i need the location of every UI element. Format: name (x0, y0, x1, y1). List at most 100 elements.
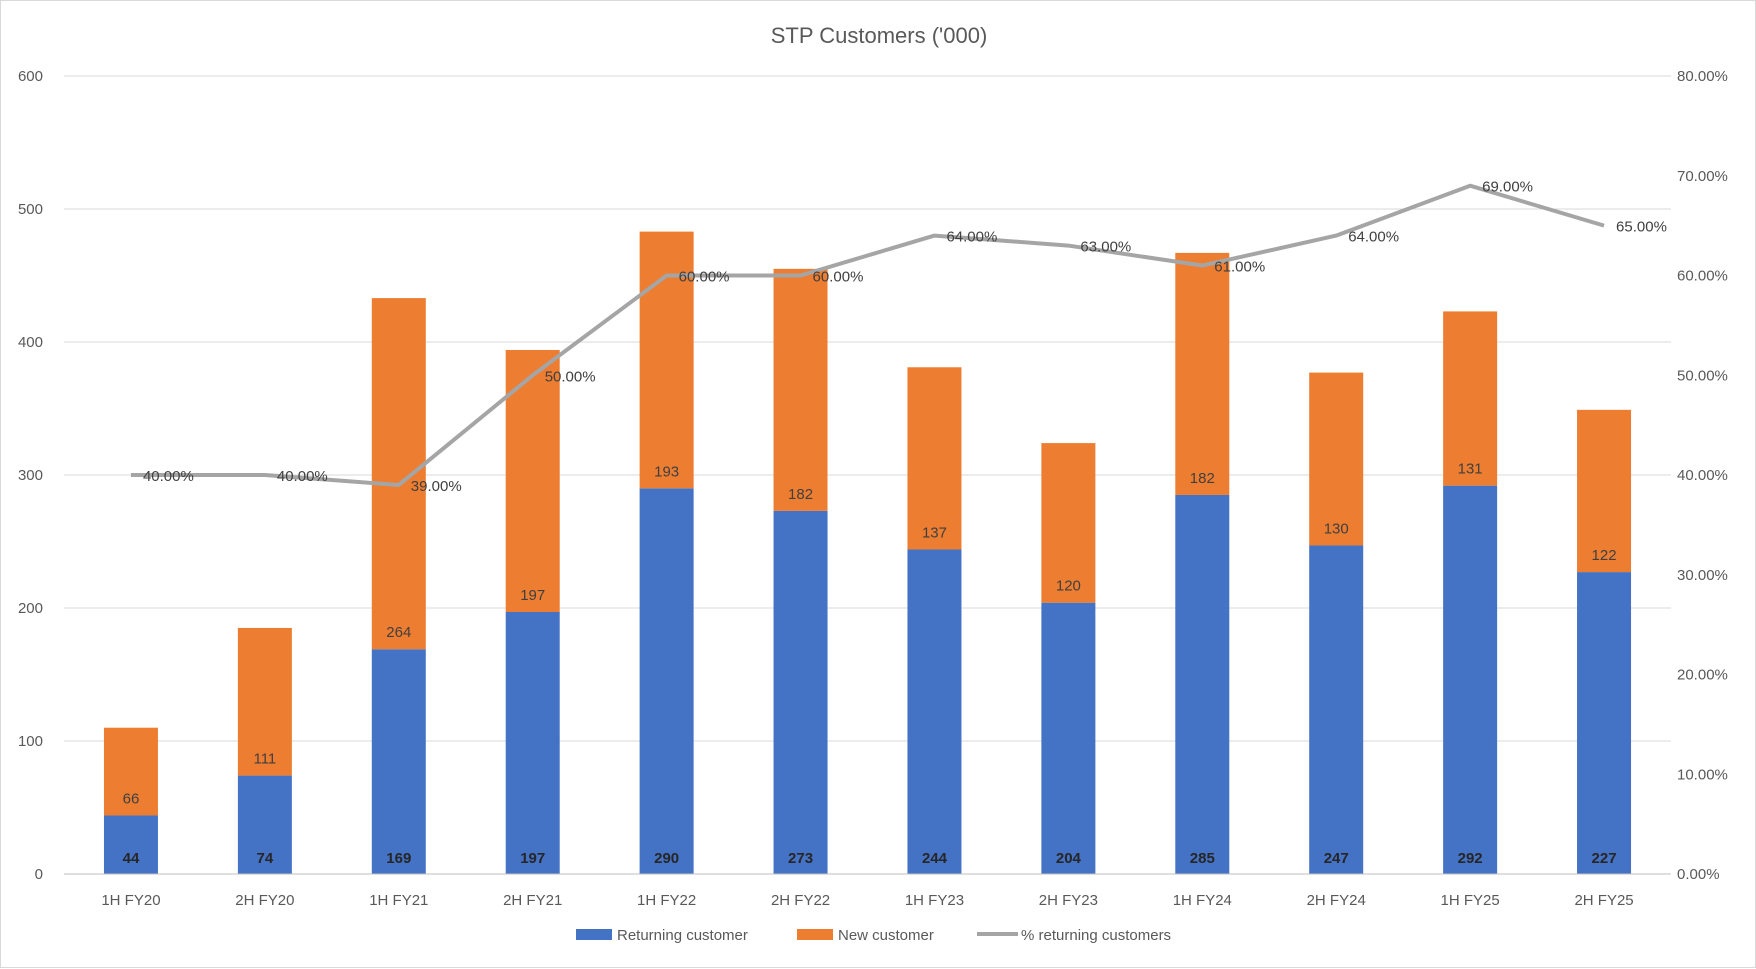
bar-returning-10[interactable] (1443, 485, 1498, 874)
right-axis-tick-label: 40.00% (1677, 467, 1728, 484)
left-axis-tick-label: 600 (18, 68, 43, 85)
data-label-returning-8: 285 (1190, 850, 1215, 867)
x-axis-tick-label: 1H FY23 (905, 892, 964, 909)
bar-returning-7[interactable] (1041, 602, 1096, 874)
data-label-new-5: 182 (788, 486, 813, 503)
data-label-new-2: 264 (386, 624, 411, 641)
bar-returning-4[interactable] (639, 488, 694, 874)
chart-title: STP Customers ('000) (771, 23, 988, 48)
bar-new-0[interactable] (103, 727, 158, 816)
right-axis-tick-label: 70.00% (1677, 168, 1728, 185)
bar-returning-9[interactable] (1309, 545, 1364, 874)
right-axis: 0.00% 10.00% 20.00% 30.00% 40.00% 50.00% 60.00… (1677, 68, 1728, 883)
bar-returning-2[interactable] (371, 649, 426, 874)
data-label-returning-6: 244 (922, 850, 948, 867)
data-label-new-7: 120 (1056, 578, 1081, 595)
left-axis: 0 100 200 300 400 500 600 (18, 68, 43, 883)
data-label-percent-1: 40.00% (277, 468, 328, 485)
data-label-percent-11: 65.00% (1616, 219, 1667, 236)
x-axis-tick-label: 2H FY20 (235, 892, 294, 909)
data-label-new-4: 193 (654, 463, 679, 480)
bar-new-1[interactable] (237, 627, 292, 776)
data-label-percent-10: 69.00% (1482, 179, 1533, 196)
legend-label-percent[interactable]: % returning customers (1021, 927, 1171, 944)
right-axis-tick-label: 0.00% (1677, 866, 1720, 883)
percent-line-path[interactable] (130, 183, 1605, 487)
bar-new-8[interactable] (1175, 252, 1230, 495)
bar-new-11[interactable] (1577, 409, 1632, 573)
bar-new-5[interactable] (773, 268, 828, 511)
data-label-returning-5: 273 (788, 850, 813, 867)
right-axis-tick-label: 30.00% (1677, 567, 1728, 584)
bar-returning-0[interactable] (103, 815, 158, 874)
bar-new-2[interactable] (371, 298, 426, 650)
bar-new-7[interactable] (1041, 443, 1096, 603)
data-label-returning-11: 227 (1592, 850, 1617, 867)
x-axis-tick-label: 1H FY21 (369, 892, 428, 909)
data-label-new-10: 131 (1458, 461, 1483, 478)
data-label-returning-9: 247 (1324, 850, 1349, 867)
left-axis-tick-label: 300 (18, 467, 43, 484)
data-label-new-11: 122 (1592, 547, 1617, 564)
data-label-returning-0: 44 (123, 850, 140, 867)
bar-new-6[interactable] (907, 367, 962, 550)
data-label-returning-10: 292 (1458, 850, 1483, 867)
x-axis: 1H FY20 2H FY20 1H FY21 2H FY21 1H FY22 2H FY… (64, 873, 1671, 909)
left-axis-tick-label: 0 (35, 866, 43, 883)
x-axis-tick-label: 1H FY24 (1173, 892, 1232, 909)
bar-returning-11[interactable] (1577, 572, 1632, 874)
data-label-percent-2: 39.00% (411, 478, 462, 495)
percent-line: 40.00% 40.00% 39.00% 50.00% 60.00% 60.00% 64.0… (130, 179, 1667, 495)
legend-swatch-returning (576, 929, 612, 940)
x-axis-tick-label: 2H FY25 (1574, 892, 1633, 909)
x-axis-tick-label: 1H FY22 (637, 892, 696, 909)
left-axis-tick-label: 500 (18, 201, 43, 218)
data-label-new-3: 197 (520, 587, 545, 604)
x-axis-tick-label: 2H FY21 (503, 892, 562, 909)
x-axis-tick-label: 1H FY20 (101, 892, 160, 909)
data-label-percent-5: 60.00% (813, 269, 864, 286)
data-label-new-0: 66 (123, 790, 140, 807)
data-label-returning-7: 204 (1056, 850, 1082, 867)
left-axis-tick-label: 100 (18, 733, 43, 750)
data-label-percent-9: 64.00% (1348, 229, 1399, 246)
data-label-percent-8: 61.00% (1214, 259, 1265, 276)
x-axis-tick-label: 1H FY25 (1441, 892, 1500, 909)
legend-label-new[interactable]: New customer (838, 927, 934, 944)
data-label-percent-4: 60.00% (679, 269, 730, 286)
data-label-percent-7: 63.00% (1080, 239, 1131, 256)
data-label-new-1: 111 (253, 751, 276, 768)
bar-returning-8[interactable] (1175, 494, 1230, 874)
data-label-new-9: 130 (1324, 520, 1349, 537)
legend-label-returning[interactable]: Returning customer (617, 927, 748, 944)
right-axis-tick-label: 60.00% (1677, 268, 1728, 285)
x-axis-tick-label: 2H FY24 (1307, 892, 1366, 909)
data-label-returning-4: 290 (654, 850, 679, 867)
bar-returning-6[interactable] (907, 549, 962, 874)
right-axis-tick-label: 20.00% (1677, 667, 1728, 684)
right-axis-tick-label: 10.00% (1677, 766, 1728, 783)
legend[interactable]: Returning customer New customer % return… (576, 927, 1171, 944)
left-axis-tick-label: 200 (18, 600, 43, 617)
data-label-returning-1: 74 (257, 850, 274, 867)
bar-returning-5[interactable] (773, 510, 828, 874)
bar-returning-3[interactable] (505, 611, 560, 874)
bar-new-9[interactable] (1309, 372, 1364, 546)
x-axis-tick-label: 2H FY23 (1039, 892, 1098, 909)
bar-new-10[interactable] (1443, 311, 1498, 486)
data-label-percent-0: 40.00% (143, 468, 194, 485)
data-label-new-6: 137 (922, 524, 947, 541)
data-label-returning-3: 197 (520, 850, 545, 867)
x-axis-tick-label: 2H FY22 (771, 892, 830, 909)
data-label-percent-6: 64.00% (946, 229, 997, 246)
data-label-returning-2: 169 (386, 850, 411, 867)
data-label-new-8: 182 (1190, 470, 1215, 487)
legend-swatch-new (797, 929, 833, 940)
right-axis-tick-label: 50.00% (1677, 367, 1728, 384)
bar-new-3[interactable] (505, 349, 560, 612)
bars: 44 66 74 111 169 264 197 197 290 193 273 182 244 137 2… (103, 231, 1632, 874)
bar-returning-1[interactable] (237, 775, 292, 874)
right-axis-tick-label: 80.00% (1677, 68, 1728, 85)
